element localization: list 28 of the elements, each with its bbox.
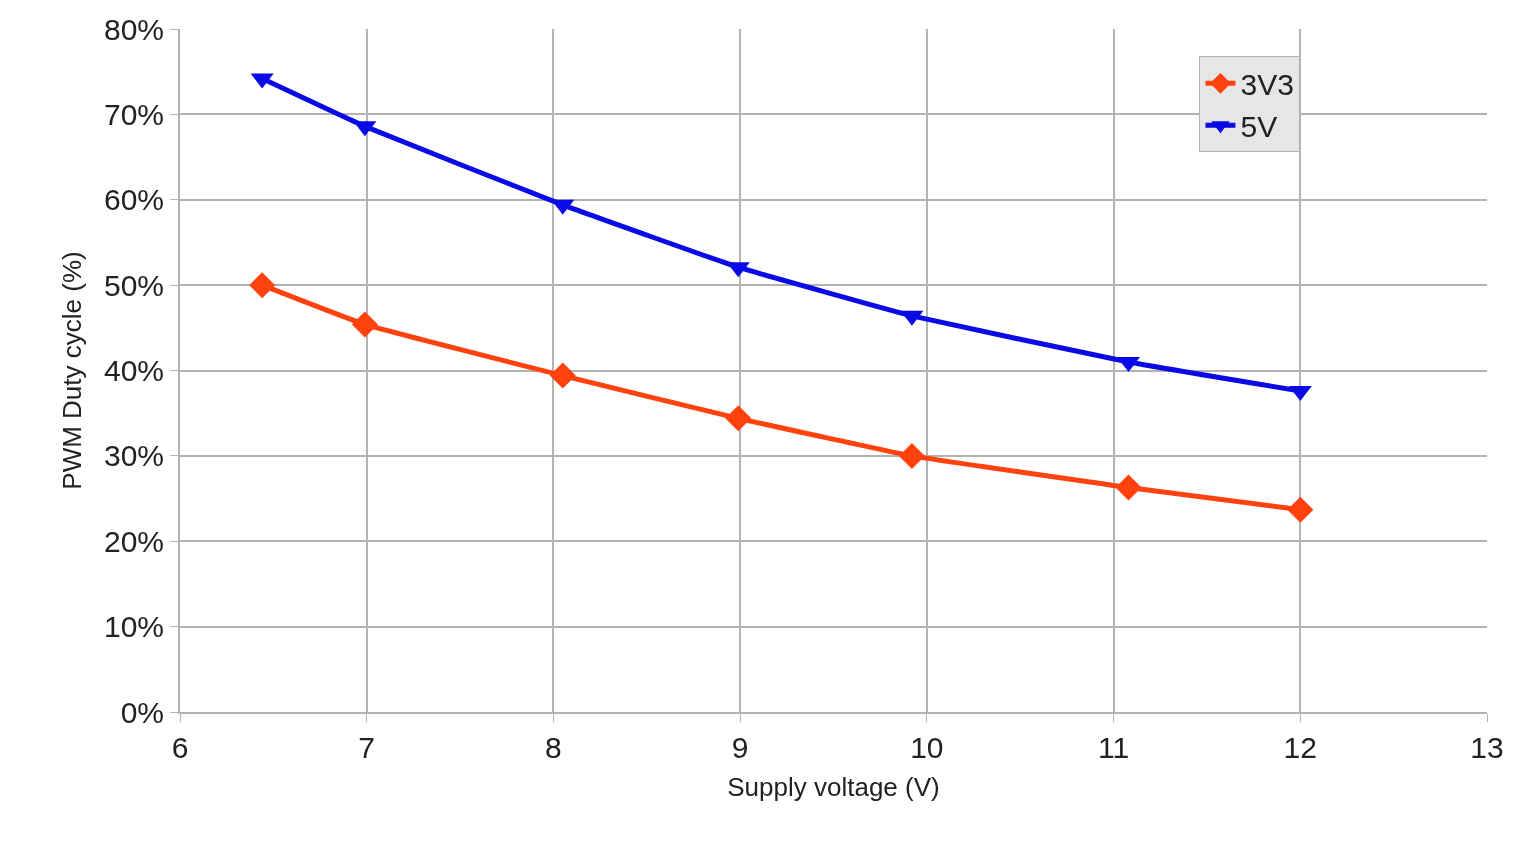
y-tick-label: 70%	[103, 97, 164, 131]
point	[725, 405, 752, 432]
y-tick-label: 0%	[120, 695, 164, 729]
x-tick-label: 10	[910, 731, 944, 764]
y-axis-title: PWM Duty cycle (%)	[56, 251, 87, 490]
y-tick-label: 50%	[103, 268, 164, 302]
point	[898, 442, 925, 469]
point	[249, 272, 276, 299]
x-tick-label: 6	[171, 731, 189, 764]
x-tick-label: 7	[358, 731, 376, 764]
x-tick-label: 9	[731, 731, 749, 764]
legend-label: 5V	[1240, 110, 1278, 144]
x-tick-label: 13	[1470, 731, 1504, 764]
y-tick-label: 80%	[103, 12, 164, 46]
legend-label: 3V3	[1240, 68, 1294, 102]
x-tick-label: 11	[1097, 731, 1130, 764]
point	[351, 311, 378, 338]
y-tick-label: 40%	[103, 354, 164, 387]
point	[1115, 474, 1142, 501]
point	[549, 362, 576, 389]
x-tick-label: 12	[1283, 731, 1317, 764]
x-axis-title: Supply voltage (V)	[727, 772, 940, 803]
point	[1287, 496, 1314, 523]
y-tick-label: 30%	[103, 439, 164, 473]
y-tick-label: 20%	[103, 524, 164, 558]
x-tick-label: 8	[545, 731, 562, 764]
y-tick-label: 10%	[103, 610, 164, 644]
y-tick-label: 60%	[103, 183, 164, 217]
